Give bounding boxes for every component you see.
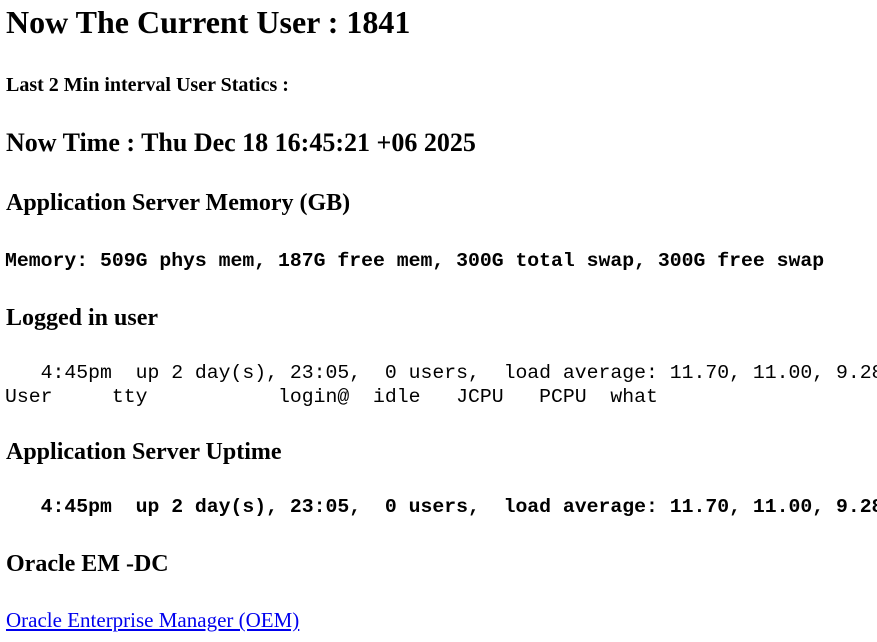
logged-in-uptime-line: 4:45pm up 2 day(s), 23:05, 0 users, load… bbox=[5, 362, 877, 384]
oem-link[interactable]: Oracle Enterprise Manager (OEM) bbox=[6, 608, 300, 632]
logged-in-table-header: User tty login@ idle JCPU PCPU what bbox=[5, 386, 658, 408]
logged-in-heading: Logged in user bbox=[6, 305, 159, 331]
memory-heading: Application Server Memory (GB) bbox=[6, 190, 351, 216]
interval-stats-heading: Last 2 Min interval User Statics : bbox=[6, 74, 289, 96]
uptime-heading: Application Server Uptime bbox=[6, 439, 282, 465]
memory-info: Memory: 509G phys mem, 187G free mem, 30… bbox=[5, 250, 825, 272]
current-user-heading: Now The Current User : 1841 bbox=[6, 4, 411, 40]
uptime-info: 4:45pm up 2 day(s), 23:05, 0 users, load… bbox=[5, 496, 877, 518]
now-time-heading: Now Time : Thu Dec 18 16:45:21 +06 2025 bbox=[6, 128, 476, 157]
oem-heading: Oracle EM -DC bbox=[6, 551, 169, 577]
